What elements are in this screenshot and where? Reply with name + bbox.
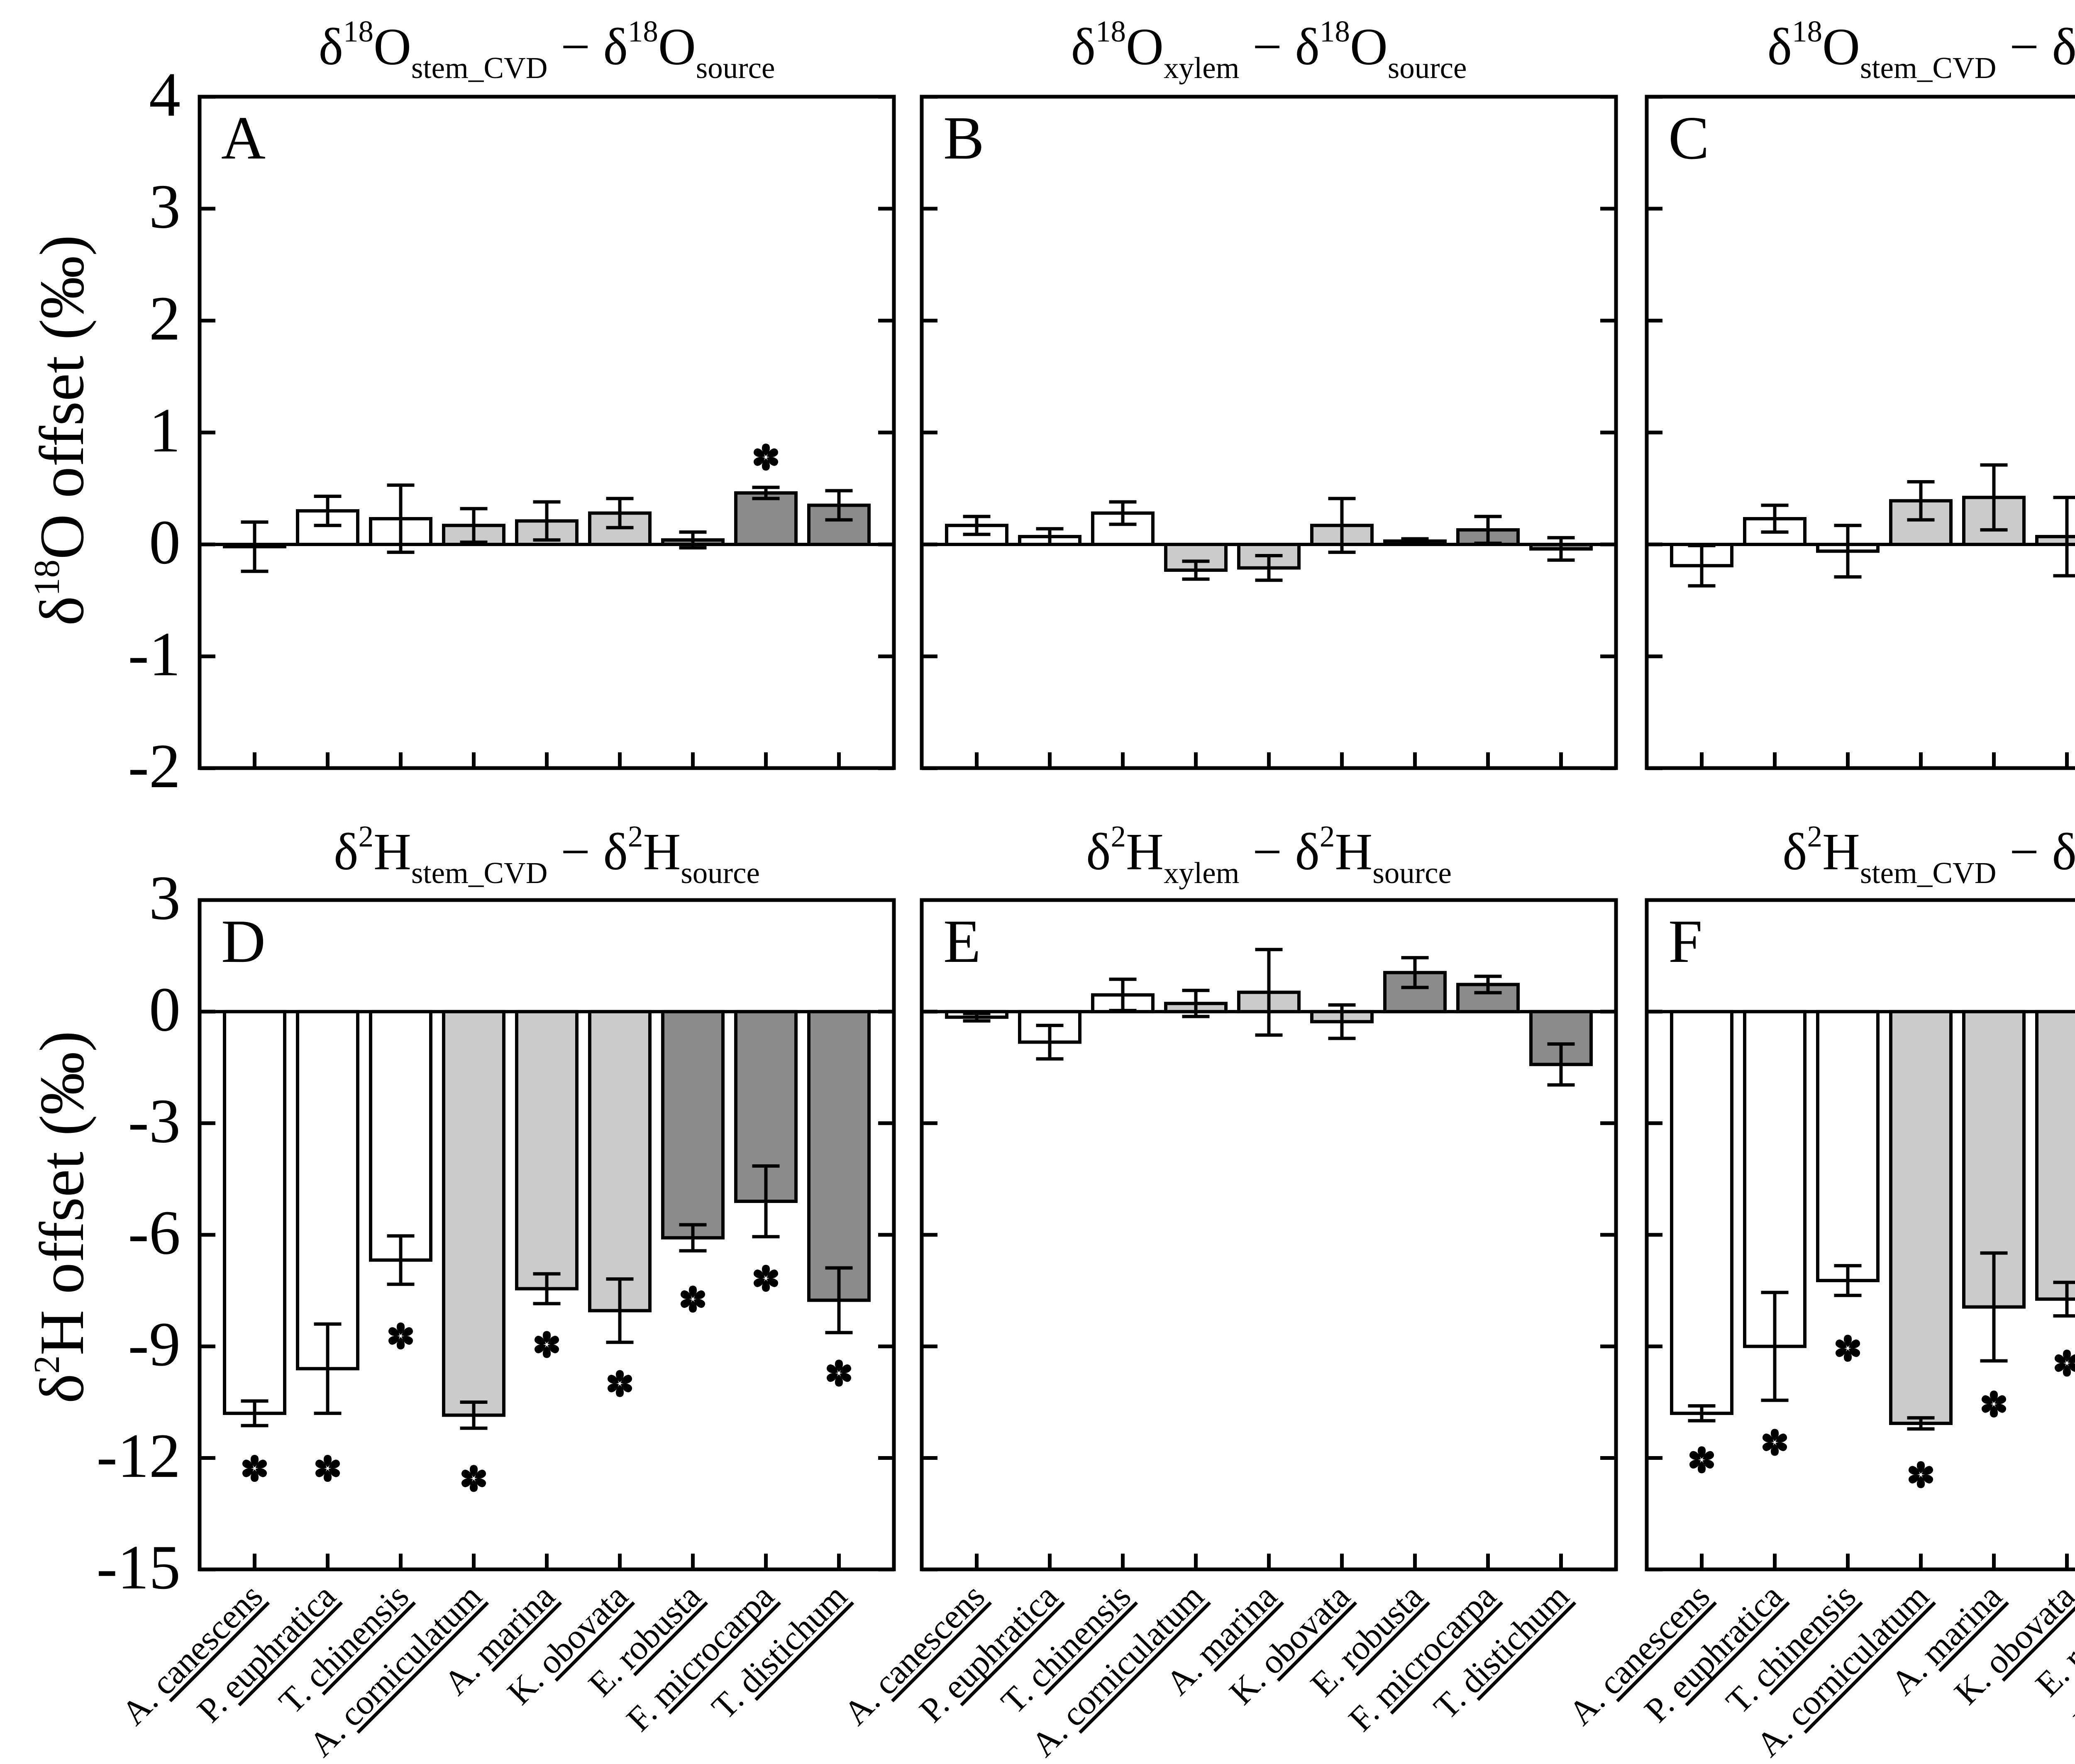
svg-text:δ2Hstem_CVD​ − δ2Hsource​: δ2Hstem_CVD​ − δ2Hsource​ [334,820,760,890]
svg-text:-15: -15 [96,1532,181,1602]
svg-text:δ18Ostem_CVD​ − δ18Osource​: δ18Ostem_CVD​ − δ18Osource​ [319,15,775,85]
svg-text:-6: -6 [128,1198,181,1267]
svg-text:0: 0 [149,975,181,1044]
svg-text:δ18Ostem_CVD​ − δ18Oxylem​: δ18Ostem_CVD​ − δ18Oxylem​ [1767,15,2075,85]
svg-text:1: 1 [149,395,181,465]
svg-text:δ2Hstem_CVD​ − δ2Hxylem​: δ2Hstem_CVD​ − δ2Hxylem​ [1782,820,2075,890]
svg-text:2: 2 [149,283,181,353]
svg-text:B: B [943,104,984,172]
svg-text:-9: -9 [128,1309,181,1379]
svg-text:δ18Oxylem​ − δ18Osource​: δ18Oxylem​ − δ18Osource​ [1071,15,1467,85]
svg-text:-12: -12 [96,1421,181,1491]
svg-text:δ18O offset (‰): δ18O offset (‰) [27,235,97,626]
svg-text:δ2H offset (‰): δ2H offset (‰) [27,1031,97,1403]
svg-text:D: D [221,908,266,976]
svg-text:A: A [221,104,266,172]
svg-text:3: 3 [149,172,181,242]
svg-text:C: C [1668,104,1709,172]
svg-text:-3: -3 [128,1086,181,1156]
svg-text:3: 3 [149,863,181,933]
svg-text:0: 0 [149,507,181,577]
svg-text:E: E [943,908,981,976]
svg-text:-1: -1 [128,619,181,689]
svg-text:-2: -2 [128,731,181,801]
svg-text:4: 4 [149,60,181,129]
svg-text:F: F [1668,908,1702,976]
svg-text:δ2Hxylem​ − δ2Hsource​: δ2Hxylem​ − δ2Hsource​ [1086,820,1452,890]
